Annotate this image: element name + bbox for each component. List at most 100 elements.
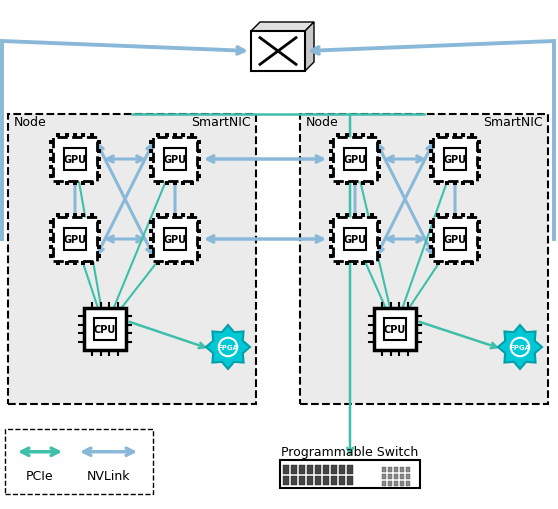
Bar: [64, 148, 86, 171]
Text: GPU: GPU: [444, 235, 466, 244]
Bar: [190, 214, 194, 217]
Bar: [453, 134, 457, 138]
Bar: [251, 32, 305, 72]
Bar: [97, 150, 101, 153]
Bar: [382, 474, 386, 479]
Bar: [56, 262, 60, 266]
Bar: [353, 262, 357, 266]
Bar: [339, 476, 345, 485]
Text: SmartNIC: SmartNIC: [483, 116, 542, 129]
Bar: [369, 262, 374, 266]
Bar: [433, 138, 477, 182]
Bar: [181, 262, 185, 266]
Bar: [90, 182, 94, 186]
Bar: [197, 158, 201, 162]
Bar: [90, 262, 94, 266]
Text: GPU: GPU: [344, 155, 367, 165]
Bar: [8, 115, 256, 404]
Bar: [329, 150, 333, 153]
Bar: [329, 229, 333, 233]
Text: GPU: GPU: [163, 235, 186, 244]
Bar: [406, 467, 410, 472]
Text: FPGA: FPGA: [509, 344, 531, 350]
Bar: [477, 141, 481, 145]
Bar: [56, 134, 60, 138]
Bar: [445, 134, 449, 138]
Bar: [329, 166, 333, 170]
Bar: [190, 182, 194, 186]
Bar: [331, 476, 337, 485]
Bar: [400, 481, 404, 486]
Bar: [5, 429, 153, 494]
Bar: [477, 174, 481, 178]
Bar: [283, 465, 289, 474]
Bar: [470, 262, 474, 266]
Bar: [323, 476, 329, 485]
Bar: [49, 158, 53, 162]
Bar: [333, 217, 377, 262]
Bar: [97, 238, 101, 242]
Bar: [49, 246, 53, 250]
Bar: [149, 246, 153, 250]
Bar: [388, 481, 392, 486]
Bar: [90, 134, 94, 138]
Bar: [436, 214, 440, 217]
Bar: [73, 182, 77, 186]
Bar: [336, 214, 340, 217]
Bar: [329, 254, 333, 258]
Bar: [97, 246, 101, 250]
Text: SmartNIC: SmartNIC: [191, 116, 251, 129]
Bar: [97, 158, 101, 162]
Bar: [461, 134, 465, 138]
Bar: [49, 254, 53, 258]
Bar: [94, 319, 116, 340]
Bar: [429, 141, 433, 145]
Bar: [49, 174, 53, 178]
Bar: [173, 134, 177, 138]
Bar: [197, 229, 201, 233]
Bar: [197, 246, 201, 250]
Bar: [369, 134, 374, 138]
Bar: [156, 182, 160, 186]
Text: CPU: CPU: [94, 324, 116, 334]
Bar: [197, 141, 201, 145]
Bar: [374, 308, 416, 350]
Bar: [353, 214, 357, 217]
Bar: [461, 214, 465, 217]
Bar: [361, 182, 365, 186]
Bar: [49, 141, 53, 145]
Bar: [49, 229, 53, 233]
Bar: [453, 262, 457, 266]
Bar: [81, 214, 85, 217]
Bar: [307, 476, 313, 485]
Bar: [73, 134, 77, 138]
Bar: [149, 229, 153, 233]
Bar: [429, 246, 433, 250]
Bar: [291, 476, 297, 485]
Bar: [156, 134, 160, 138]
Bar: [84, 308, 126, 350]
Bar: [377, 141, 381, 145]
Bar: [329, 246, 333, 250]
Bar: [65, 134, 69, 138]
Bar: [429, 158, 433, 162]
Bar: [283, 476, 289, 485]
Bar: [300, 115, 548, 404]
Bar: [190, 134, 194, 138]
Bar: [429, 221, 433, 225]
Bar: [445, 182, 449, 186]
Bar: [377, 238, 381, 242]
Bar: [377, 158, 381, 162]
Bar: [400, 474, 404, 479]
Bar: [153, 138, 197, 182]
Bar: [49, 238, 53, 242]
Circle shape: [511, 338, 529, 356]
Bar: [331, 465, 337, 474]
Bar: [49, 166, 53, 170]
Polygon shape: [206, 325, 250, 369]
Bar: [156, 262, 160, 266]
Circle shape: [219, 338, 237, 356]
Bar: [377, 229, 381, 233]
Bar: [344, 228, 367, 251]
Bar: [149, 254, 153, 258]
